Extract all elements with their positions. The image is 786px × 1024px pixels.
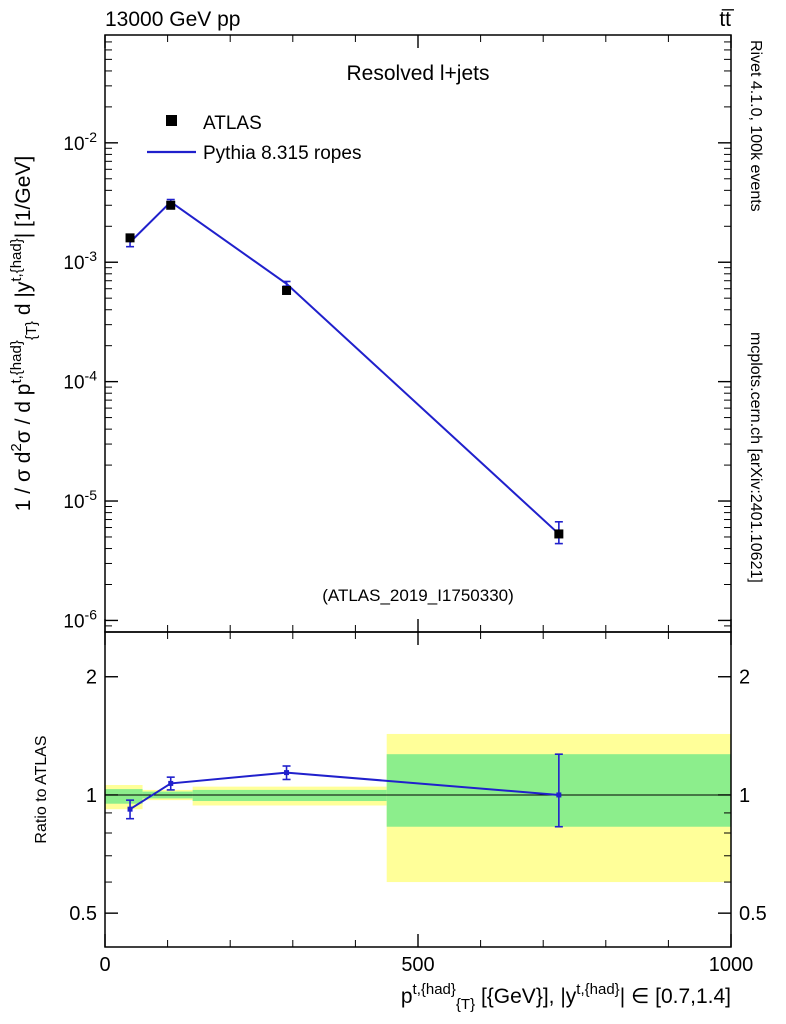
ratio-uncertainty-bands (105, 733, 731, 883)
data-point-marker (554, 529, 564, 539)
legend-label-pythia: Pythia 8.315 ropes (203, 143, 361, 164)
data-point-marker (166, 200, 176, 210)
green-uncertainty-band (192, 789, 387, 802)
y-tick-label: 10-5 (63, 487, 97, 513)
header-process: tt̅ (719, 8, 735, 31)
panel-frames (104, 34, 732, 948)
main-panel-content (125, 198, 564, 545)
text-labels: 13000 GeV pp tt̅ Resolved l+jets (ATLAS_201… (8, 8, 764, 1013)
y-tick-label: 10-3 (63, 248, 97, 274)
ratio-point (284, 770, 290, 776)
ratio-tick-label-right: 0.5 (739, 903, 767, 925)
mc-prediction-line (129, 200, 560, 535)
y-tick-label: 10-6 (63, 606, 97, 632)
ratio-mc-line (129, 771, 559, 811)
ratio-panel-frame (104, 631, 732, 948)
ratio-tick-label-left: 1 (86, 785, 97, 807)
ratio-tick-label-right: 2 (739, 667, 750, 689)
data-point-marker (282, 285, 292, 295)
ratio-point (556, 792, 562, 798)
legend-label-atlas: ATLAS (203, 113, 262, 134)
rivet-version-text: Rivet 4.1.0, 100k events (747, 40, 764, 212)
ratio-tick-label-left: 2 (86, 667, 97, 689)
ratio-y-axis-label: Ratio to ATLAS (33, 735, 50, 843)
ratio-panel-content (105, 753, 731, 828)
green-uncertainty-band (105, 789, 143, 804)
ratio-tick-label-right: 1 (739, 785, 750, 807)
mcplots-reference-text: mcplots.cern.ch [arXiv:2401.10621] (747, 332, 764, 583)
analysis-watermark: (ATLAS_2019_I1750330) (322, 586, 514, 605)
y-tick-label: 10-4 (63, 368, 97, 394)
ratio-point (127, 806, 133, 812)
x-tick-label: 1000 (709, 954, 754, 976)
x-tick-label: 0 (99, 954, 110, 976)
x-axis-label: pt,{had}{T} [{GeV}], |yt,{had}| ∈ [0.7,1… (401, 981, 731, 1013)
main-panel-frame (104, 34, 732, 633)
y-axis-label: 1 / σ d2σ / d pt,{had}{T} d |yt,{had}| [… (8, 156, 40, 511)
legend: ATLAS Pythia 8.315 ropes (147, 113, 361, 164)
data-point-marker (125, 233, 135, 243)
ratio-tick-label-left: 0.5 (69, 903, 97, 925)
x-tick-label: 500 (401, 954, 434, 976)
plot-title: Resolved l+jets (347, 62, 490, 85)
y-tick-label: 10-2 (63, 129, 97, 155)
header-beam-energy: 13000 GeV pp (105, 8, 240, 31)
legend-data-marker-icon (166, 115, 177, 126)
ratio-point (168, 780, 174, 786)
